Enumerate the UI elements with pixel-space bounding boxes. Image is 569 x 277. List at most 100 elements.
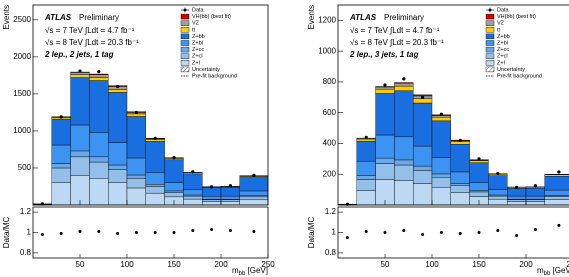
legend-swatch (180, 60, 190, 66)
stack-segment (375, 93, 395, 136)
stack-segment (450, 192, 470, 206)
stack-segment (201, 201, 222, 206)
y-tick-label: 1200 (318, 15, 336, 24)
stack-segment (89, 74, 109, 78)
legend-swatch (180, 66, 190, 73)
legend-label: Z+bl (192, 40, 203, 46)
stack-segment (164, 192, 184, 198)
stack-segment (525, 195, 545, 200)
stack-segment (507, 201, 527, 206)
atlas-label: ATLAS (349, 13, 377, 22)
stack-segment (469, 160, 489, 163)
legend-swatch (485, 20, 495, 26)
stack-segment (525, 199, 545, 202)
stack-segment (525, 187, 545, 197)
stack-segment (51, 144, 71, 164)
stack-segment (356, 175, 376, 180)
stack-segment (70, 150, 90, 158)
legend-label: Data (497, 7, 510, 13)
ratio-y-tick-label: 0.8 (20, 248, 32, 257)
ratio-point (364, 229, 368, 233)
ratio-y-tick-label: 1.2 (20, 207, 32, 216)
stack-segment (413, 165, 433, 171)
data-point (97, 70, 101, 74)
stack-segment (70, 156, 90, 176)
x-tick-label: 250 (566, 260, 569, 269)
y-tick-label: 500 (18, 163, 32, 172)
stack-segment (145, 184, 165, 187)
legend-data-marker (488, 8, 492, 12)
legend-swatch (485, 33, 495, 40)
stack-segment (201, 199, 222, 202)
stack-segment (126, 157, 146, 176)
y-tick-label: 2500 (13, 15, 31, 24)
ratio-point (421, 233, 425, 237)
legend-swatch (485, 60, 495, 66)
main-frame (337, 4, 569, 206)
stack-segment (145, 192, 165, 206)
stack-segment (126, 187, 146, 206)
x-tick-label: 50 (381, 260, 390, 269)
ratio-point (40, 233, 44, 237)
y-axis-label: Events (2, 5, 11, 29)
ratio-point (557, 223, 561, 227)
stack-segment (469, 182, 489, 191)
ratio-point (153, 231, 157, 234)
stack-segment (220, 187, 240, 197)
legend-swatch (180, 20, 190, 26)
ratio-point (252, 229, 256, 233)
legend-label: Uncertainty (497, 67, 525, 73)
stack-segment (239, 199, 269, 206)
stack-segment (507, 188, 527, 197)
stack-segment (107, 89, 128, 93)
stack-segment (431, 116, 451, 122)
data-point (172, 155, 176, 160)
stack-segment (375, 157, 395, 164)
data-point (496, 171, 500, 176)
legend-label: VH(bb) (best fit) (497, 14, 536, 20)
y-tick-label: 800 (323, 77, 337, 86)
x-tick-label: 150 (472, 260, 486, 269)
stack-segment (394, 180, 414, 206)
stack-segment (507, 199, 527, 202)
ratio-point (458, 232, 462, 236)
stack-segment (394, 136, 414, 161)
stack-segment (431, 157, 451, 175)
ratio-point (383, 231, 387, 234)
x-axis-label-part: bb (544, 271, 551, 277)
stack-segment (394, 164, 414, 181)
ratio-point (496, 228, 500, 232)
legend-label: Z+bb (192, 34, 205, 40)
stack-segment (126, 113, 146, 117)
stack-segment (220, 201, 240, 206)
stack-segment (394, 159, 414, 166)
legend-swatch (180, 46, 190, 53)
stack-segment (89, 80, 109, 133)
stack-segment (413, 183, 433, 206)
stack-segment (488, 175, 508, 190)
stack-segment (239, 190, 269, 196)
legend-label: Uncertainty (192, 67, 220, 73)
atlas-label: ATLAS (44, 13, 72, 22)
stack-segment (413, 102, 433, 147)
ratio-point (97, 229, 101, 233)
legend-label: Data (192, 7, 205, 13)
ratio-point (345, 236, 349, 240)
ratio-point (134, 231, 138, 234)
y-tick-label: 2000 (13, 52, 31, 61)
stack-segment (356, 190, 376, 206)
x-tick-label: 100 (425, 260, 439, 269)
stack-segment (107, 164, 128, 170)
stack-segment (107, 142, 128, 166)
legend-swatch (180, 40, 190, 46)
data-point (421, 95, 425, 99)
stack-segment (145, 141, 165, 173)
ratio-point (439, 231, 443, 234)
stack-segment (431, 173, 451, 178)
ratio-frame (32, 206, 269, 259)
stack-segment (107, 92, 128, 143)
legend-swatch (180, 33, 190, 40)
x-tick-label: 250 (261, 260, 275, 269)
stack-segment (51, 182, 71, 206)
